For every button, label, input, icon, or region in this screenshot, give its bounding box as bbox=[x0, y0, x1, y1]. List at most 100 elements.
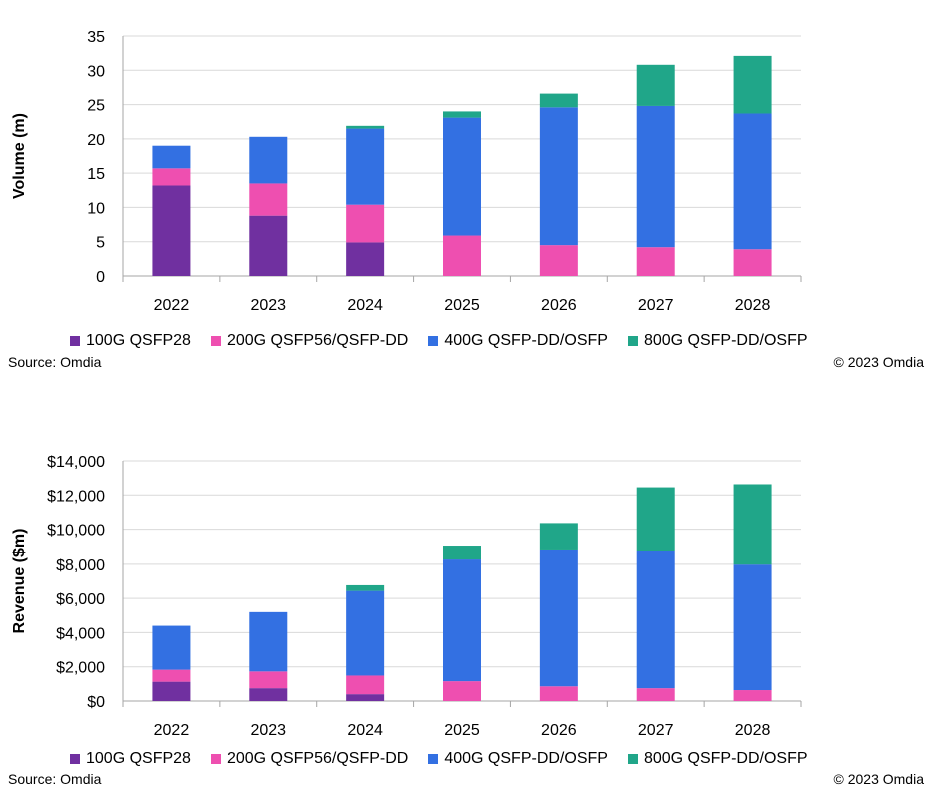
legend-label-800g: 800G QSFP-DD/OSFP bbox=[643, 750, 808, 767]
bar-segment-800g-qsfp-dd-osfp-2028 bbox=[733, 55, 772, 114]
legend-label-800g: 800G QSFP-DD/OSFP bbox=[643, 332, 808, 349]
x-tick-label: 2024 bbox=[347, 722, 383, 739]
bar-segment-100g-qsfp28-2022 bbox=[152, 185, 191, 276]
bar-segment-200g-qsfp56-qsfp-dd-2028 bbox=[733, 249, 772, 276]
y-tick-label: $6,000 bbox=[56, 591, 105, 608]
x-tick-label: 2026 bbox=[541, 297, 577, 314]
legend-item-800g: 800G QSFP-DD/OSFP bbox=[627, 332, 808, 350]
x-tick-label: 2028 bbox=[735, 722, 771, 739]
bar-segment-200g-qsfp56-qsfp-dd-2022 bbox=[152, 168, 191, 186]
x-tick-label: 2022 bbox=[154, 297, 190, 314]
y-tick-label: $12,000 bbox=[47, 488, 105, 505]
legend-swatch-100g bbox=[70, 336, 80, 346]
y-tick-label: $14,000 bbox=[47, 454, 105, 471]
revenue-legend: 100G QSFP28 200G QSFP56/QSFP-DD 400G QSF… bbox=[70, 750, 828, 768]
y-tick-label: 20 bbox=[87, 132, 105, 149]
x-tick-label: 2028 bbox=[735, 297, 771, 314]
legend-item-100g: 100G QSFP28 bbox=[70, 332, 191, 350]
bar-segment-400g-qsfp-dd-osfp-2022 bbox=[152, 625, 191, 670]
revenue-chart-plot: $0 $2,000 $4,000 $6,000 $8,000 $10,000 $12,000… bbox=[11, 454, 802, 739]
y-axis-title: Revenue ($m) bbox=[11, 529, 28, 634]
bar-segment-800g-qsfp-dd-osfp-2027 bbox=[636, 487, 675, 551]
legend-swatch-200g bbox=[210, 754, 221, 764]
bar-segment-800g-qsfp-dd-osfp-2024 bbox=[346, 125, 385, 129]
bar-segment-400g-qsfp-dd-osfp-2028 bbox=[733, 113, 772, 250]
bar-segment-200g-qsfp56-qsfp-dd-2025 bbox=[443, 681, 481, 701]
copyright-note: © 2023 Omdia bbox=[833, 354, 924, 370]
bar-segment-200g-qsfp56-qsfp-dd-2028 bbox=[733, 690, 772, 701]
bar-segment-100g-qsfp28-2022 bbox=[152, 681, 191, 701]
bar-segment-800g-qsfp-dd-osfp-2025 bbox=[443, 111, 481, 118]
bar-segment-400g-qsfp-dd-osfp-2025 bbox=[443, 117, 481, 236]
bar-segment-400g-qsfp-dd-osfp-2025 bbox=[443, 559, 481, 682]
bar-segment-400g-qsfp-dd-osfp-2026 bbox=[539, 549, 578, 687]
bar-segment-400g-qsfp-dd-osfp-2024 bbox=[346, 128, 385, 205]
legend-item-100g: 100G QSFP28 bbox=[70, 750, 191, 768]
legend-item-200g: 200G QSFP56/QSFP-DD bbox=[210, 332, 409, 350]
bar-segment-800g-qsfp-dd-osfp-2026 bbox=[539, 93, 578, 108]
volume-legend: 100G QSFP28 200G QSFP56/QSFP-DD 400G QSF… bbox=[70, 332, 828, 350]
legend-swatch-100g bbox=[70, 754, 80, 764]
y-tick-label: 10 bbox=[87, 200, 105, 217]
x-tick-label: 2026 bbox=[541, 722, 577, 739]
x-tick-label: 2023 bbox=[250, 722, 286, 739]
bar-segment-200g-qsfp56-qsfp-dd-2026 bbox=[539, 686, 578, 701]
bar-segment-800g-qsfp-dd-osfp-2024 bbox=[346, 584, 385, 591]
legend-item-200g: 200G QSFP56/QSFP-DD bbox=[210, 750, 409, 768]
x-tick-label: 2024 bbox=[347, 297, 383, 314]
legend-item-400g: 400G QSFP-DD/OSFP bbox=[428, 332, 608, 350]
legend-swatch-800g bbox=[627, 754, 638, 764]
y-tick-label: 35 bbox=[87, 29, 105, 46]
y-tick-label: $4,000 bbox=[56, 625, 105, 642]
legend-label-200g: 200G QSFP56/QSFP-DD bbox=[226, 750, 409, 767]
source-note: Source: Omdia bbox=[8, 354, 102, 370]
y-tick-label: $8,000 bbox=[56, 557, 105, 574]
x-tick-label: 2022 bbox=[154, 722, 190, 739]
bar-segment-400g-qsfp-dd-osfp-2023 bbox=[249, 611, 288, 672]
bar-segment-400g-qsfp-dd-osfp-2027 bbox=[636, 105, 675, 248]
legend-item-400g: 400G QSFP-DD/OSFP bbox=[428, 750, 608, 768]
y-tick-label: 5 bbox=[96, 235, 105, 252]
bar-segment-100g-qsfp28-2024 bbox=[346, 694, 385, 701]
volume-chart: 0 5 10 15 20 25 30 35 2022 2023 2024 2025 2026 2027 20… bbox=[0, 0, 927, 380]
legend-swatch-200g bbox=[210, 336, 221, 346]
bar-segment-400g-qsfp-dd-osfp-2022 bbox=[152, 145, 191, 169]
x-tick-label: 2025 bbox=[444, 722, 480, 739]
bar-segment-400g-qsfp-dd-osfp-2028 bbox=[733, 564, 772, 691]
bar-segment-400g-qsfp-dd-osfp-2026 bbox=[539, 107, 578, 246]
y-tick-label: $2,000 bbox=[56, 660, 105, 677]
bar-segment-200g-qsfp56-qsfp-dd-2024 bbox=[346, 204, 385, 243]
legend-item-800g: 800G QSFP-DD/OSFP bbox=[627, 750, 808, 768]
y-tick-label: 0 bbox=[96, 269, 105, 286]
y-tick-label: $10,000 bbox=[47, 523, 105, 540]
bar-segment-100g-qsfp28-2023 bbox=[249, 688, 288, 701]
bar-segment-800g-qsfp-dd-osfp-2025 bbox=[443, 546, 481, 560]
bar-segment-200g-qsfp56-qsfp-dd-2023 bbox=[249, 183, 288, 216]
bar-segment-200g-qsfp56-qsfp-dd-2027 bbox=[636, 247, 675, 276]
bar-segment-200g-qsfp56-qsfp-dd-2027 bbox=[636, 688, 675, 701]
bar-segment-200g-qsfp56-qsfp-dd-2023 bbox=[249, 671, 288, 689]
x-tick-label: 2025 bbox=[444, 297, 480, 314]
legend-label-400g: 400G QSFP-DD/OSFP bbox=[444, 750, 608, 767]
x-tick-label: 2027 bbox=[638, 722, 674, 739]
y-axis-title: Volume (m) bbox=[11, 113, 28, 199]
legend-swatch-400g bbox=[428, 336, 439, 346]
legend-label-200g: 200G QSFP56/QSFP-DD bbox=[226, 332, 409, 349]
y-tick-label: 15 bbox=[87, 166, 105, 183]
bar-segment-400g-qsfp-dd-osfp-2024 bbox=[346, 590, 385, 676]
revenue-chart: $0 $2,000 $4,000 $6,000 $8,000 $10,000 $12,000… bbox=[0, 425, 927, 791]
bar-segment-800g-qsfp-dd-osfp-2026 bbox=[539, 523, 578, 550]
legend-label-400g: 400G QSFP-DD/OSFP bbox=[444, 332, 608, 349]
legend-swatch-800g bbox=[627, 336, 638, 346]
bar-segment-100g-qsfp28-2024 bbox=[346, 242, 385, 276]
bar-segment-200g-qsfp56-qsfp-dd-2022 bbox=[152, 669, 191, 682]
bar-segment-200g-qsfp56-qsfp-dd-2025 bbox=[443, 235, 481, 276]
y-tick-label: 25 bbox=[87, 98, 105, 115]
legend-swatch-400g bbox=[428, 754, 439, 764]
legend-label-100g: 100G QSFP28 bbox=[86, 750, 191, 767]
bar-segment-800g-qsfp-dd-osfp-2027 bbox=[636, 64, 675, 106]
bar-segment-800g-qsfp-dd-osfp-2028 bbox=[733, 484, 772, 565]
y-tick-label: $0 bbox=[87, 694, 105, 711]
bar-segment-200g-qsfp56-qsfp-dd-2026 bbox=[539, 245, 578, 276]
